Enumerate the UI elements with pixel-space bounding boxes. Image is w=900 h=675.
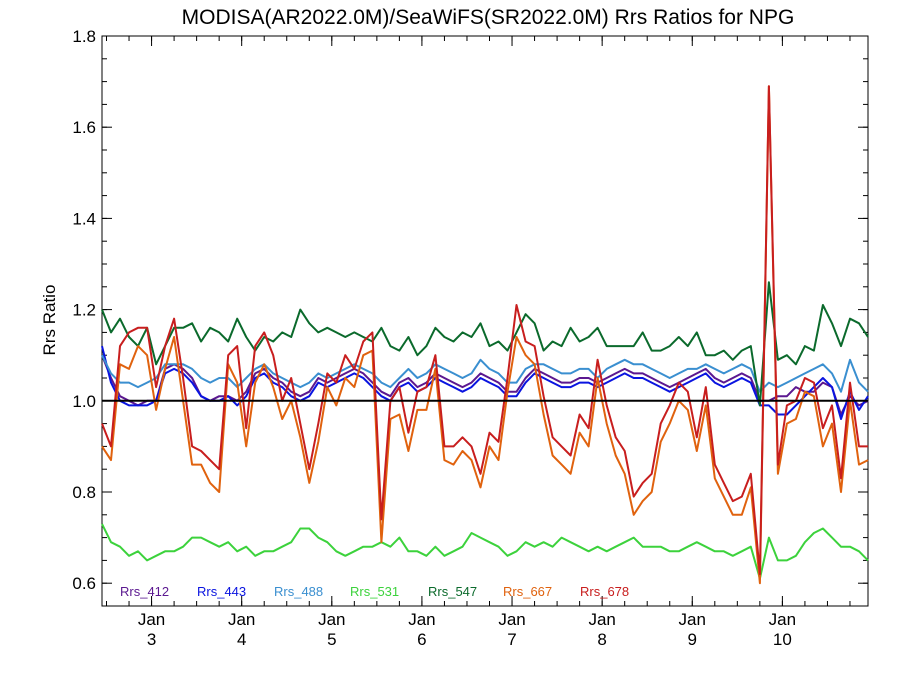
y-tick-label: 1.0 — [72, 392, 96, 411]
series-line-rrs-443 — [101, 345, 869, 420]
x-tick-label-day: 9 — [688, 630, 697, 649]
y-tick-label: 0.6 — [72, 574, 96, 593]
x-tick-label-day: 10 — [773, 630, 792, 649]
legend-entry-rrs-488: Rrs_488 — [274, 584, 323, 599]
x-tick-label-month: Jan — [769, 610, 796, 629]
x-tick-label-day: 3 — [147, 630, 156, 649]
series-line-rrs-667 — [101, 85, 869, 585]
legend-entry-rrs-443: Rrs_443 — [197, 584, 246, 599]
y-tick-label: 1.2 — [72, 301, 96, 320]
series-line-rrs-547 — [101, 281, 869, 407]
x-tick-label-month: Jan — [228, 610, 255, 629]
x-tick-label-day: 6 — [417, 630, 426, 649]
y-tick-label: 1.6 — [72, 118, 96, 137]
plot-area: 0.60.81.01.21.41.61.8Jan3Jan4Jan5Jan6Jan… — [72, 27, 869, 649]
legend-entry-rrs-547: Rrs_547 — [428, 584, 477, 599]
x-tick-label-day: 4 — [237, 630, 246, 649]
y-tick-label: 1.4 — [72, 209, 96, 228]
x-tick-label-month: Jan — [318, 610, 345, 629]
x-tick-label-month: Jan — [498, 610, 525, 629]
plot-frame — [101, 35, 869, 607]
x-tick-label-day: 8 — [597, 630, 606, 649]
legend: Rrs_412 Rrs_443 Rrs_488 Rrs_531 Rrs_547 Rrs_6… — [120, 584, 629, 599]
x-tick-label-month: Jan — [408, 610, 435, 629]
x-tick-label-month: Jan — [138, 610, 165, 629]
y-tick-label: 1.8 — [72, 27, 96, 46]
legend-entry-rrs-412: Rrs_412 — [120, 584, 169, 599]
x-tick-label-day: 5 — [327, 630, 336, 649]
x-tick-label-day: 7 — [507, 630, 516, 649]
chart-title: MODISA(AR2022.0M)/SeaWiFS(SR2022.0M) Rrs… — [182, 6, 795, 29]
series-line-rrs-678 — [101, 85, 868, 576]
series-line-rrs-488 — [101, 354, 869, 393]
legend-entry-rrs-531: Rrs_531 — [350, 584, 399, 599]
y-axis-label: Rrs Ratio — [40, 285, 59, 356]
y-tick-label: 0.8 — [72, 483, 96, 502]
x-tick-label-month: Jan — [588, 610, 615, 629]
series-line-rrs-531 — [101, 523, 869, 580]
legend-entry-rrs-667: Rrs_667 — [503, 584, 552, 599]
legend-entry-rrs-678: Rrs_678 — [580, 584, 629, 599]
x-tick-label-month: Jan — [679, 610, 706, 629]
